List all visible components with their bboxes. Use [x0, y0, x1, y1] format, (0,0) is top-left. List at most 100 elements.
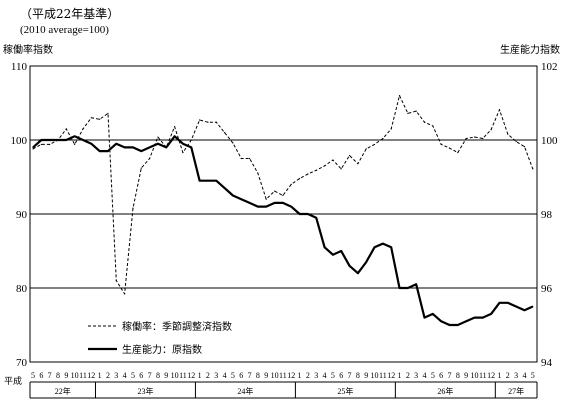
- capacity-point: [457, 324, 459, 326]
- month-tick-label: 3: [514, 371, 518, 380]
- utilization-point: [32, 148, 34, 150]
- month-tick-label: 8: [256, 371, 260, 380]
- utilization-point: [199, 119, 201, 121]
- month-tick-label: 12: [87, 371, 95, 380]
- month-tick-label: 12: [187, 371, 195, 380]
- legend-capacity-label: 生産能力：原指数: [122, 343, 202, 356]
- right-tick-label: 98: [541, 209, 553, 221]
- utilization-point: [157, 136, 159, 138]
- month-tick-label: 4: [223, 371, 227, 380]
- utilization-point: [65, 128, 67, 130]
- utilization-point: [290, 183, 292, 185]
- utilization-point: [298, 177, 301, 180]
- utilization-point: [498, 109, 501, 111]
- utilization-point: [315, 169, 317, 171]
- utilization-point: [357, 163, 359, 165]
- month-tick-label: 11: [79, 371, 87, 380]
- utilization-point: [215, 121, 217, 123]
- utilization-point: [49, 143, 51, 146]
- utilization-point: [473, 136, 476, 138]
- month-tick-label: 2: [206, 371, 210, 380]
- month-tick-label: 7: [448, 371, 452, 380]
- capacity-point: [265, 206, 267, 208]
- capacity-point: [390, 246, 392, 248]
- series-layer: [32, 95, 534, 327]
- utilization-point: [448, 147, 451, 149]
- month-tick-label: 6: [139, 371, 143, 380]
- utilization-point: [132, 207, 134, 209]
- capacity-point: [82, 139, 84, 141]
- average-note: (2010 average=100): [20, 24, 109, 36]
- utilization-point: [423, 121, 426, 123]
- utilization-point: [398, 95, 401, 97]
- capacity-point: [398, 287, 401, 289]
- capacity-point: [348, 265, 351, 267]
- month-tick-label: 1: [98, 371, 102, 380]
- month-tick-label: 4: [123, 371, 127, 380]
- capacity-point: [273, 202, 276, 204]
- capacity-point: [149, 146, 151, 148]
- month-tick-label: 8: [56, 371, 60, 380]
- month-tick-label: 3: [114, 371, 118, 380]
- month-tick-label: 7: [348, 371, 352, 380]
- capacity-point: [49, 139, 51, 141]
- capacity-point: [99, 150, 101, 152]
- utilization-point: [382, 137, 384, 140]
- month-tick-label: 1: [198, 371, 202, 380]
- capacity-point: [315, 217, 317, 219]
- month-tick-label: 8: [356, 371, 360, 380]
- utilization-point: [223, 132, 226, 134]
- month-tick-label: 11: [179, 371, 187, 380]
- utilization-point: [149, 157, 151, 160]
- year-label: 22年: [55, 386, 71, 396]
- utilization-point: [307, 173, 309, 175]
- year-label: 27年: [508, 386, 524, 396]
- capacity-point: [307, 213, 309, 215]
- month-tick-label: 7: [48, 371, 52, 380]
- month-tick-label: 1: [398, 371, 402, 380]
- month-tick-label: 2: [506, 371, 510, 380]
- capacity-point: [323, 246, 326, 248]
- capacity-point: [440, 320, 442, 322]
- utilization-point: [407, 112, 409, 114]
- month-tick-label: 3: [414, 371, 418, 380]
- capacity-point: [473, 317, 476, 319]
- month-tick-label: 7: [248, 371, 252, 380]
- month-tick-label: 5: [431, 371, 435, 380]
- utilization-point: [240, 157, 242, 160]
- capacity-point: [215, 180, 217, 182]
- month-tick-label: 11: [479, 371, 487, 380]
- utilization-point: [257, 172, 259, 174]
- capacity-point: [107, 150, 109, 152]
- capacity-point: [407, 287, 409, 289]
- utilization-point: [457, 151, 459, 154]
- utilization-point: [265, 198, 267, 200]
- utilization-point: [40, 143, 42, 146]
- utilization-point: [515, 140, 517, 143]
- capacity-point: [240, 198, 242, 200]
- baseline-note: （平成22年基準）: [20, 7, 120, 21]
- capacity-point: [382, 243, 384, 245]
- grid-layer: [30, 139, 537, 289]
- month-tick-label: 2: [106, 371, 110, 380]
- capacity-point: [432, 313, 434, 315]
- month-tick-label: 12: [387, 371, 395, 380]
- utilization-point: [232, 142, 234, 144]
- right-tick-label: 102: [541, 61, 558, 73]
- month-tick-label: 9: [264, 371, 268, 380]
- utilization-point: [340, 168, 342, 170]
- capacity-point: [199, 180, 201, 182]
- capacity-point: [282, 202, 284, 204]
- utilization-point: [174, 126, 176, 128]
- month-tick-label: 12: [287, 371, 295, 380]
- month-tick-label: 4: [423, 371, 427, 380]
- right-tick-label: 94: [541, 357, 553, 369]
- left-tick-label: 110: [11, 61, 28, 73]
- month-tick-label: 10: [71, 371, 79, 380]
- month-tick-label: 8: [156, 371, 160, 380]
- year-label: 26年: [437, 386, 453, 396]
- month-tick-label: 5: [531, 371, 535, 380]
- month-tick-label: 9: [364, 371, 368, 380]
